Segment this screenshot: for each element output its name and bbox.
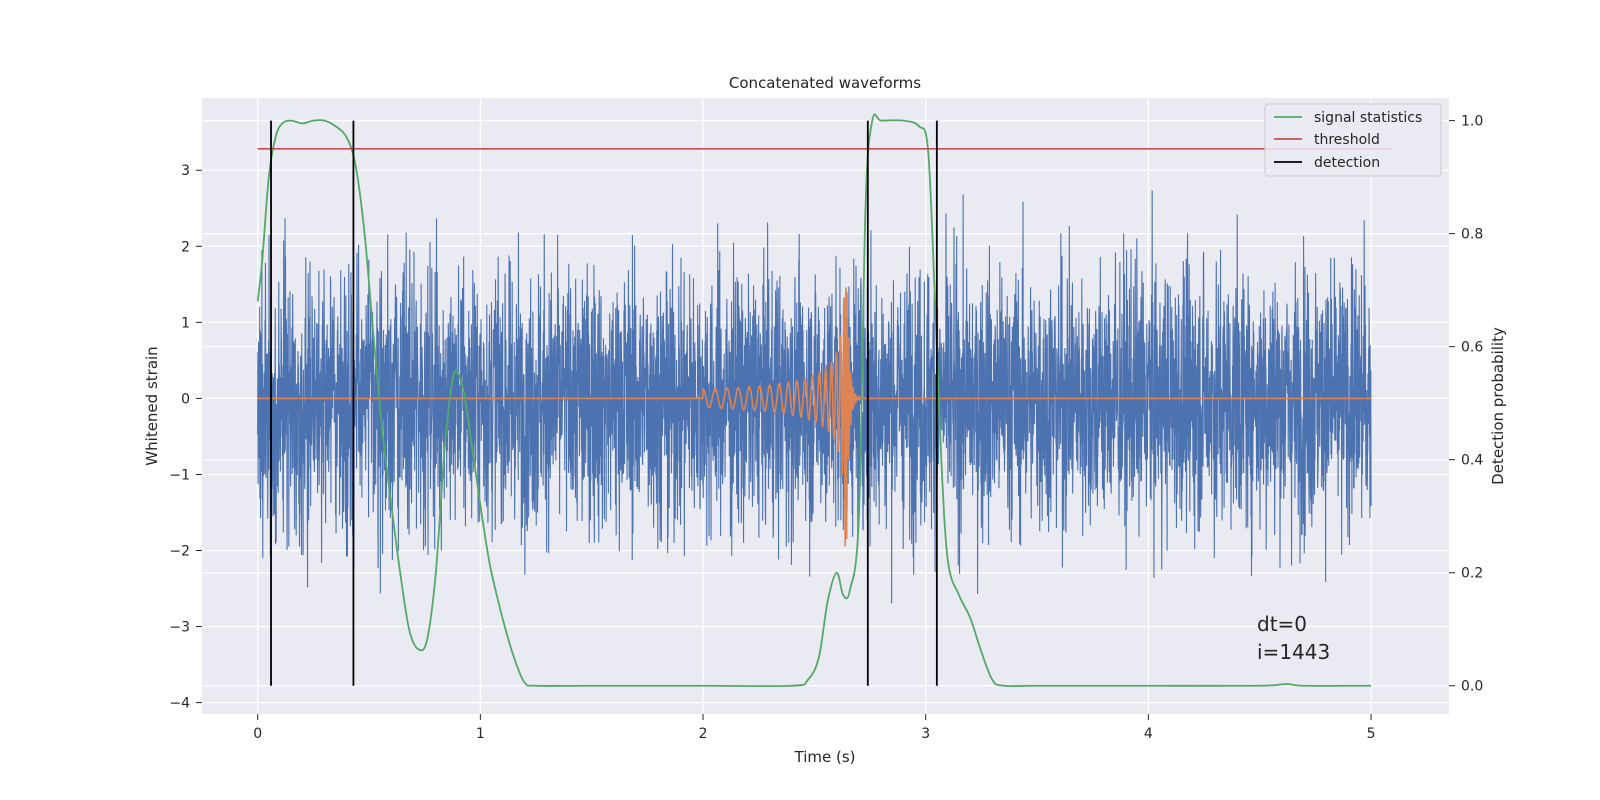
y-right-tick-label: 0.2 — [1461, 566, 1483, 582]
y-left-tick-label: −2 — [169, 543, 190, 559]
x-tick-label: 3 — [921, 726, 930, 742]
y-left-tick-label: 1 — [181, 315, 190, 331]
legend-label-threshold: threshold — [1314, 132, 1380, 148]
annotation-dt: dt=0 — [1257, 612, 1307, 636]
legend: signal statistics threshold detection — [1264, 103, 1442, 177]
y-left-tick-label: −3 — [169, 620, 190, 636]
ticks: 0 1 2 3 4 5 −4 −3 −2 −1 0 1 2 3 0.0 0.2 0.4 0.6 0.8 1.0 — [169, 114, 1483, 742]
legend-label-detection: detection — [1314, 155, 1380, 171]
x-tick-label: 2 — [699, 726, 708, 742]
series-signal-statistics — [256, 113, 1372, 688]
y-left-tick-label: −4 — [169, 696, 190, 712]
x-tick-label: 5 — [1367, 726, 1376, 742]
y-left-tick-label: 0 — [181, 391, 190, 407]
y-axis-label-right: Detection probability — [1489, 327, 1507, 485]
series-chirp-template — [257, 287, 1372, 547]
y-left-tick-label: −1 — [169, 467, 190, 483]
y-right-tick-label: 0.0 — [1461, 679, 1483, 695]
legend-label-signal-statistics: signal statistics — [1314, 110, 1422, 126]
plot-area — [256, 113, 1394, 688]
series-whitened-strain — [257, 190, 1372, 604]
legend-box — [1264, 103, 1442, 177]
y-right-tick-label: 0.6 — [1461, 340, 1483, 356]
y-right-tick-label: 1.0 — [1461, 114, 1483, 130]
x-tick-label: 4 — [1144, 726, 1153, 742]
y-right-tick-label: 0.8 — [1461, 227, 1483, 243]
x-tick-label: 1 — [476, 726, 485, 742]
y-axis-label-left: Whitened strain — [143, 346, 161, 465]
annotation-i: i=1443 — [1257, 640, 1330, 664]
x-tick-label: 0 — [253, 726, 262, 742]
chart-title: Concatenated waveforms — [729, 74, 921, 92]
x-axis-label: Time (s) — [794, 748, 856, 766]
y-right-tick-label: 0.4 — [1461, 453, 1483, 469]
y-left-tick-label: 2 — [181, 239, 190, 255]
y-left-tick-label: 3 — [181, 163, 190, 179]
